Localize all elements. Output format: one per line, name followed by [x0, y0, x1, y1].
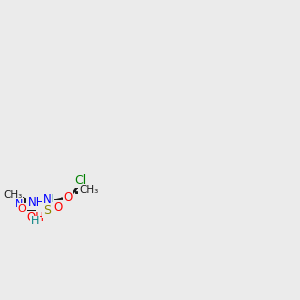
Text: N: N	[15, 199, 23, 208]
Text: O: O	[63, 191, 73, 204]
Text: H: H	[45, 194, 53, 204]
Text: CH₃: CH₃	[3, 190, 22, 200]
Text: O: O	[53, 201, 63, 214]
Text: H: H	[31, 217, 39, 226]
Text: O: O	[17, 204, 26, 214]
Text: Cl: Cl	[75, 174, 87, 188]
Text: N: N	[43, 193, 52, 206]
Text: OH: OH	[26, 212, 44, 224]
Text: CH₃: CH₃	[79, 185, 98, 195]
Text: S: S	[43, 204, 51, 217]
Text: NH: NH	[28, 196, 45, 209]
